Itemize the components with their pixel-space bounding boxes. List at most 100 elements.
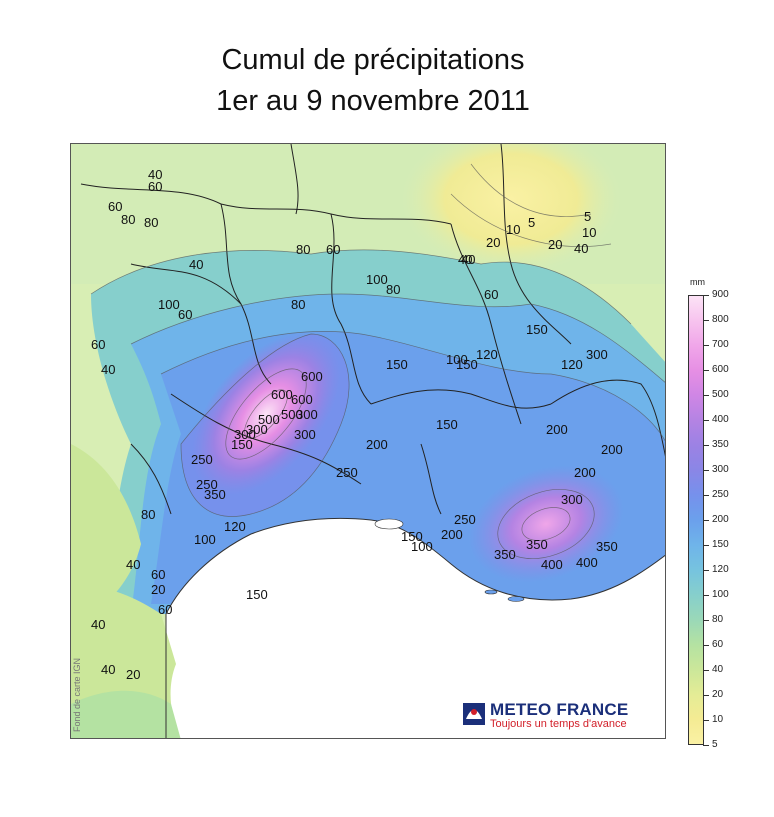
isohyet-label: 300 [246,422,268,437]
isohyet-label: 600 [271,387,293,402]
isohyet-label: 120 [476,347,498,362]
map-title-line-1: Cumul de précipitations [221,44,525,76]
precipitation-map: 40 60 80 60 80 40 40 60 80 100 60 40 20 10 5 20 40 10 5 100… [70,143,666,739]
isohyet-label: 60 [91,337,105,352]
isohyet-label: 200 [574,465,596,480]
legend-label: 100 [712,589,729,600]
isohyet-label: 100 [194,532,216,547]
legend-tick [703,370,709,371]
legend-tick [703,420,709,421]
isohyet-label: 350 [204,487,226,502]
isohyet-label: 600 [301,369,323,384]
isohyet-label: 300 [561,492,583,507]
isohyet-label: 150 [401,529,423,544]
isohyet-label: 100 [158,297,180,312]
legend-label: 500 [712,389,729,400]
isohyet-label: 150 [386,357,408,372]
legend-unit: mm [690,277,705,287]
isohyet-label: 40 [101,662,115,677]
isohyet-label: 80 [121,212,135,227]
meteo-france-logo: METEO FRANCE Toujours un temps d'avance [463,700,653,732]
pyrenees-zone [71,690,181,738]
legend-tick [703,470,709,471]
legend-tick [703,645,709,646]
isohyet-label: 60 [148,179,162,194]
isohyet-label: 100 [446,352,468,367]
isohyet-label: 150 [436,417,458,432]
isohyet-label: 200 [601,442,623,457]
isohyet-label: 80 [141,507,155,522]
meteo-france-logo-icon [463,703,485,725]
legend-tick [703,545,709,546]
legend-label: 150 [712,539,729,550]
legend-label: 700 [712,339,729,350]
isohyet-label: 80 [144,215,158,230]
legend-label: 200 [712,514,729,525]
west-zone [71,444,141,624]
isohyet-label: 40 [574,241,588,256]
legend-tick [703,520,709,521]
department-boundaries [80,144,665,515]
legend-tick [703,620,709,621]
isohyet-label: 500 [281,407,303,422]
isohyet-label: 350 [526,537,548,552]
isohyet-label: 300 [586,347,608,362]
isohyet-contours [90,163,665,559]
isohyet-label: 250 [196,477,218,492]
etang-de-berre [374,518,404,530]
isohyet-label: 600 [291,392,313,407]
isohyet-label: 10 [582,225,596,240]
isohyet-label: 300 [294,427,316,442]
legend-label: 40 [712,664,724,675]
isohyet-label: 60 [178,307,192,322]
isohyet-label: 400 [576,555,598,570]
isohyet-label: 40 [458,252,472,267]
legend-label: 250 [712,489,729,500]
coastline [165,517,665,738]
legend-tick [703,720,709,721]
isohyet-label: 300 [234,427,256,442]
isohyet-label: 60 [326,242,340,257]
precipitation-legend: mm 900 800 700 600 500 400 350 300 250 200 150 120 1… [686,275,766,755]
isohyet-label: 350 [596,539,618,554]
legend-label: 120 [712,564,729,575]
isohyet-label: 20 [486,235,500,250]
var-maximum [468,465,624,583]
isohyet-label: 200 [366,437,388,452]
legend-label: 400 [712,414,729,425]
isohyet-label: 500 [258,412,280,427]
legend-label: 800 [712,314,729,325]
legend-label: 20 [712,689,724,700]
isohyet-label: 60 [484,287,498,302]
isohyet-label: 80 [296,242,310,257]
isohyet-label: 80 [386,282,400,297]
legend-tick [703,495,709,496]
isohyet-label: 100 [366,272,388,287]
isohyet-label: 20 [126,667,140,682]
isohyet-label: 350 [494,547,516,562]
isohyet-label: 300 [296,407,318,422]
legend-label: 80 [712,614,724,625]
isohyet-label: 150 [526,322,548,337]
isohyet-label: 40 [189,257,203,272]
isohyet-label: 120 [561,357,583,372]
isohyet-label: 5 [584,209,591,224]
logo-name: METEO FRANCE [490,700,629,719]
isohyet-label: 60 [108,199,122,214]
isohyet-label: 5 [528,215,535,230]
legend-tick [703,345,709,346]
legend-tick [703,670,709,671]
legend-tick [703,445,709,446]
legend-tick [703,745,709,746]
isohyet-label: 400 [541,557,563,572]
isohyet-label: 40 [148,167,162,182]
isohyet-label: 100 [411,539,433,554]
legend-tick [703,320,709,321]
legend-color-bar [688,295,704,745]
legend-label: 10 [712,714,724,725]
isohyet-label: 80 [291,297,305,312]
legend-tick [703,395,709,396]
legend-label: 300 [712,464,729,475]
isohyet-label: 200 [441,527,463,542]
